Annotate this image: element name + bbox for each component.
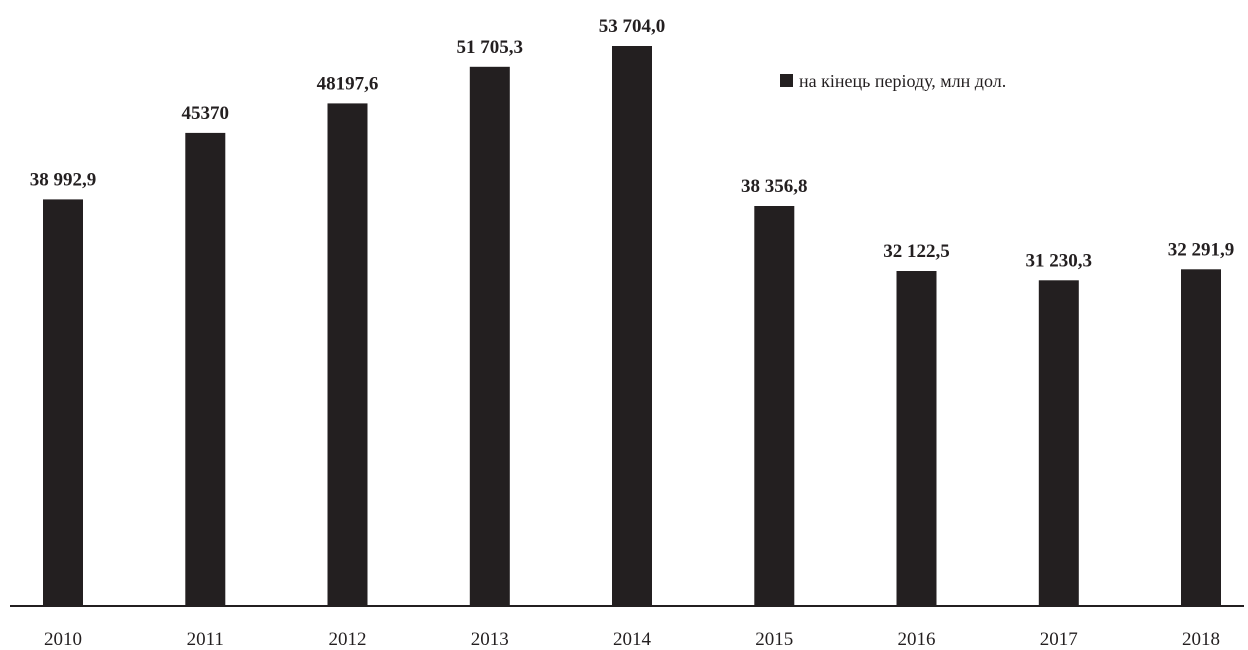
x-tick-label-2014: 2014	[613, 629, 652, 650]
bar-2017	[1038, 280, 1079, 606]
x-tick-label-2016: 2016	[898, 629, 936, 650]
x-tick-label-2018: 2018	[1182, 629, 1220, 650]
bar-2011	[185, 132, 226, 606]
bar-2010	[43, 199, 83, 606]
value-label-2016: 32 122,5	[883, 241, 950, 262]
bars-group	[43, 46, 1221, 607]
bar-2015	[754, 206, 795, 606]
value-label-2011: 45370	[182, 103, 230, 124]
x-tick-label-2013: 2013	[471, 629, 509, 650]
x-tick-labels-group: 2010 2011 2012 2013 2014 2015 2016 2017 2018	[44, 629, 1220, 650]
value-label-2018: 32 291,9	[1168, 239, 1235, 260]
value-labels-group: 38 992,9 45370 48197,6 51 705,3 53 704,0 38 3…	[30, 16, 1235, 271]
x-tick-label-2015: 2015	[755, 629, 793, 650]
x-tick-label-2011: 2011	[187, 629, 224, 650]
value-label-2012: 48197,6	[317, 73, 379, 94]
x-tick-label-2017: 2017	[1040, 629, 1078, 650]
bar-2014	[612, 46, 652, 606]
bar-2012	[327, 103, 368, 607]
value-label-2013: 51 705,3	[457, 37, 524, 58]
bar-2018	[1181, 269, 1221, 606]
legend-label: на кінець періоду, млн дол.	[799, 71, 1006, 91]
legend: на кінець періоду, млн дол.	[780, 71, 1006, 91]
legend-swatch	[780, 74, 793, 87]
bar-2016	[896, 271, 937, 606]
x-tick-label-2010: 2010	[44, 629, 82, 650]
x-tick-label-2012: 2012	[329, 629, 367, 650]
value-label-2015: 38 356,8	[741, 176, 808, 197]
value-label-2010: 38 992,9	[30, 169, 97, 190]
value-label-2017: 31 230,3	[1026, 250, 1093, 271]
bar-2013	[469, 66, 510, 607]
value-label-2014: 53 704,0	[599, 16, 666, 37]
